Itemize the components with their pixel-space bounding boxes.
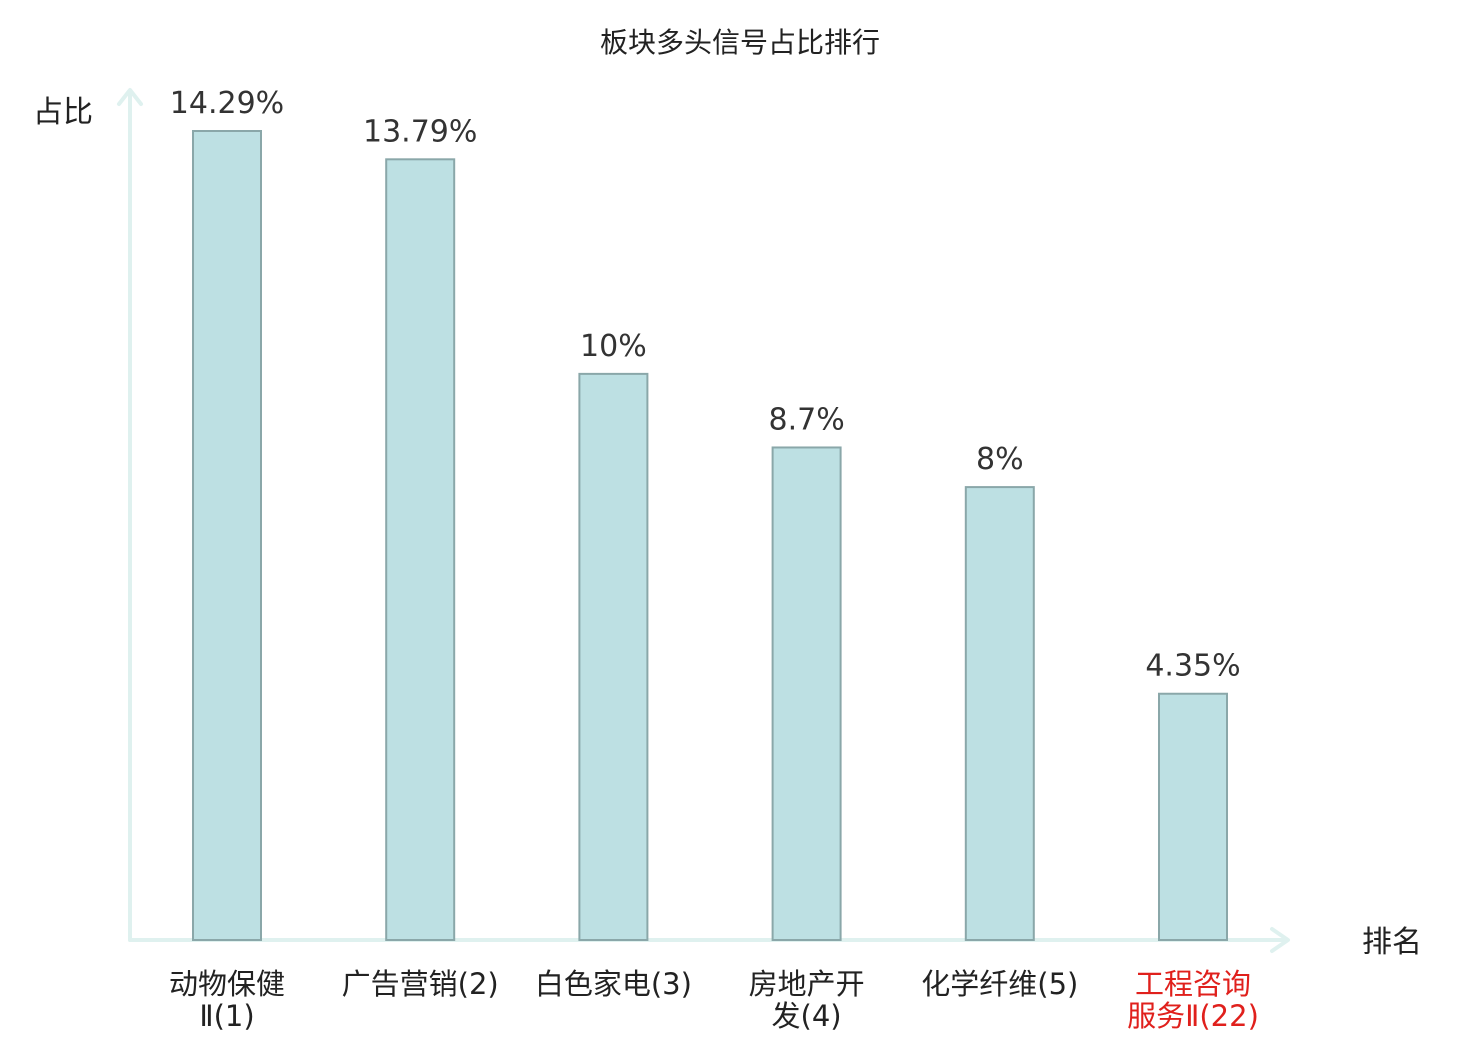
bar [771,446,842,941]
x-tick-label: 广告营销(2) [342,967,499,1001]
x-tick-label: 房地产开 [749,967,865,1001]
y-axis-arrow [117,88,143,106]
x-tick-label: 化学纤维(5) [921,967,1078,1001]
bar [964,486,1035,941]
data-label: 13.79% [363,114,477,149]
data-label: 10% [580,329,647,364]
data-label: 8.7% [768,402,844,437]
bar [385,158,456,941]
bar [1158,692,1228,942]
x-tick-label: 白色家电(3) [535,967,692,1001]
chart-title: 板块多头信号占比排行 [600,26,880,59]
data-label: 14.29% [170,86,284,121]
x-axis-label: 排名 [1362,925,1422,960]
x-tick-label: 发(4) [772,999,842,1033]
x-tick-label: 动物保健 [169,967,285,1001]
x-tick-label: 工程咨询 [1135,967,1251,1001]
x-tick-label: Ⅱ(1) [199,999,254,1033]
y-axis-label: 占比 [33,95,93,130]
data-label: 4.35% [1145,649,1240,684]
bar [192,130,262,941]
x-tick-label: 服务Ⅱ(22) [1127,999,1259,1033]
data-label: 8% [976,442,1024,477]
bar [578,372,649,942]
x-axis-arrow [1270,927,1290,953]
